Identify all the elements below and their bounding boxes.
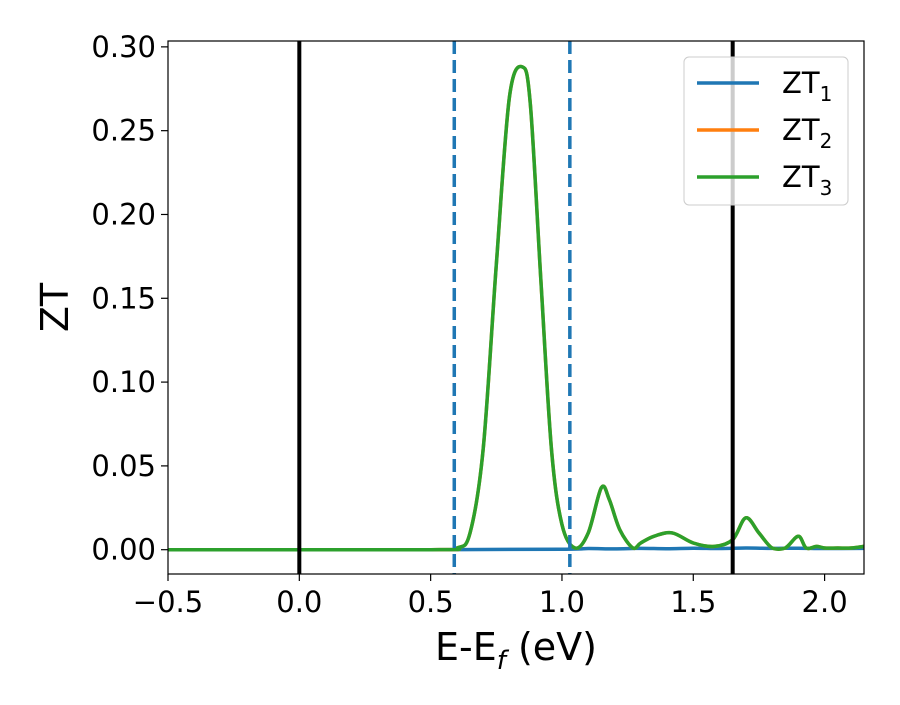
plot-layer bbox=[168, 41, 864, 574]
legend-label-name: ZT bbox=[782, 113, 820, 147]
x-tick-label: 1.5 bbox=[670, 585, 716, 619]
x-tick-label: 0.5 bbox=[408, 585, 454, 619]
y-tick-label: 0.05 bbox=[91, 449, 156, 483]
y-tick-label: 0.30 bbox=[91, 30, 156, 64]
x-axis-label: E-Ef (eV) bbox=[435, 625, 597, 676]
axes-frame bbox=[167, 40, 865, 575]
y-tick-label: 0.20 bbox=[91, 197, 156, 231]
y-tick-label: 0.00 bbox=[91, 533, 156, 567]
x-axis-label-unit: (eV) bbox=[506, 625, 597, 669]
y-tick-label: 0.25 bbox=[91, 114, 156, 148]
legend-label-subscript: 3 bbox=[820, 176, 833, 200]
legend-label-2: ZT2 bbox=[782, 113, 832, 153]
x-tick-label: −0.5 bbox=[133, 585, 203, 619]
legend-label-3: ZT3 bbox=[782, 160, 832, 200]
legend-label-1: ZT1 bbox=[782, 66, 832, 106]
y-tick-label: 0.10 bbox=[91, 365, 156, 399]
legend-box bbox=[683, 56, 849, 206]
x-tick-label: 0.0 bbox=[276, 585, 322, 619]
legend-label-name: ZT bbox=[782, 160, 820, 194]
x-tick-label: 2.0 bbox=[802, 585, 848, 619]
legend-label-subscript: 2 bbox=[820, 129, 833, 153]
y-axis-label: ZT bbox=[33, 282, 77, 332]
series-line-1 bbox=[168, 546, 864, 552]
series-line-3 bbox=[168, 64, 864, 552]
y-tick-label: 0.15 bbox=[91, 281, 156, 315]
x-axis-label-main: E-E bbox=[435, 625, 497, 669]
legend-label-name: ZT bbox=[782, 66, 820, 100]
x-tick-label: 1.0 bbox=[539, 585, 585, 619]
legend-label-subscript: 1 bbox=[820, 82, 833, 106]
